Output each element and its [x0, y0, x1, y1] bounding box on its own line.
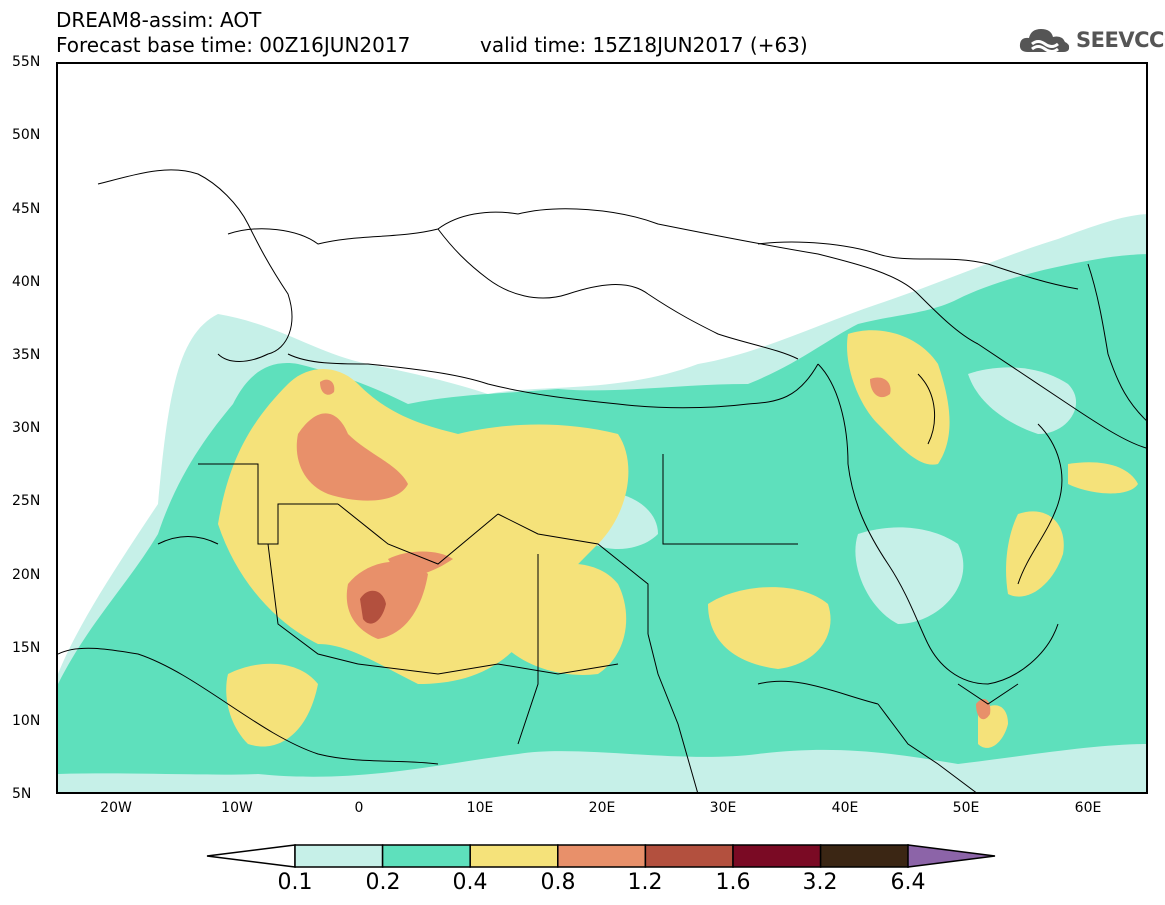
lat-label-35n: 35N: [12, 347, 41, 363]
forecast-base-time: Forecast base time: 00Z16JUN2017: [56, 33, 411, 57]
lon-label-20w: 20W: [100, 800, 132, 816]
lon-label-10w: 10W: [221, 800, 253, 816]
lon-label-0: 0: [354, 800, 364, 816]
lat-label-10n: 10N: [12, 713, 41, 729]
colorbar-label: 1.2: [627, 870, 663, 895]
colorbar-under-arrow: [206, 844, 296, 868]
logo-text: SEEVCCC: [1076, 28, 1165, 52]
lat-label-5n: 5N: [12, 786, 32, 802]
aot-contour-0-4: [708, 587, 831, 669]
aot-contour-1-2: [360, 590, 386, 624]
colorbar-box: [644, 844, 734, 868]
lat-label-40n: 40N: [12, 274, 41, 290]
aot-contour-0-1: [855, 527, 964, 624]
colorbar-label: 0.8: [540, 870, 576, 895]
aot-contour-0-1: [968, 367, 1077, 434]
colorbar-label: 0.1: [277, 870, 313, 895]
lat-label-15n: 15N: [12, 640, 41, 656]
colorbar-label: 0.2: [365, 870, 401, 895]
aot-map-canvas: [58, 169, 1146, 792]
colorbar-box: [294, 844, 384, 868]
aot-contour-0-8: [976, 699, 991, 720]
colorbar-box: [819, 844, 909, 868]
colorbar-label: 6.4: [890, 870, 926, 895]
aot-contour-0-8: [388, 551, 453, 577]
aot-contour-0-8: [870, 377, 891, 398]
lat-label-25n: 25N: [12, 493, 41, 509]
aot-contour-0-4: [1068, 462, 1138, 494]
aot-contour-0-4: [226, 663, 318, 747]
lon-label-60e: 60E: [1074, 800, 1102, 816]
lat-label-55n: 55N: [12, 54, 41, 70]
lat-label-45n: 45N: [12, 201, 41, 217]
lat-label-20n: 20N: [12, 567, 41, 583]
lat-label-30n: 30N: [12, 420, 41, 436]
seevccc-logo: SEEVCCC: [1018, 24, 1165, 56]
colorbar-over-arrow: [907, 844, 996, 868]
lon-label-50e: 50E: [952, 800, 980, 816]
aot-contour-0-4: [847, 330, 950, 465]
lon-label-40e: 40E: [831, 800, 859, 816]
aot-contour-0-4: [498, 563, 627, 675]
aot-contour-0-8: [320, 379, 335, 395]
country-borders: [58, 169, 1146, 792]
aot-contour-0-8: [296, 413, 408, 501]
lon-label-20e: 20E: [588, 800, 616, 816]
colorbar-label: 3.2: [802, 870, 838, 895]
lat-label-50n: 50N: [12, 127, 41, 143]
colorbar-box: [381, 844, 471, 868]
valid-time: valid time: 15Z18JUN2017 (+63): [480, 33, 808, 57]
lon-label-10e: 10E: [466, 800, 494, 816]
aot-contour-0-4: [1006, 511, 1064, 597]
colorbar-box: [732, 844, 822, 868]
colorbar-label: 1.6: [715, 870, 751, 895]
cloud-icon: [1019, 29, 1070, 53]
map-title: DREAM8-assim: AOT: [56, 8, 262, 32]
colorbar-box: [557, 844, 647, 868]
colorbar-label: 0.4: [452, 870, 488, 895]
lon-label-30e: 30E: [709, 800, 737, 816]
aot-map: [56, 62, 1148, 794]
colorbar-box: [469, 844, 559, 868]
